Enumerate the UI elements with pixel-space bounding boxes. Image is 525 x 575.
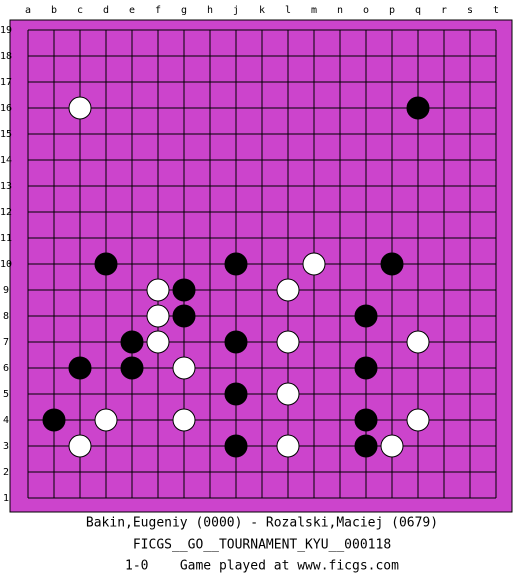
- column-label: r: [441, 5, 447, 16]
- white-stone: [146, 304, 170, 328]
- column-label: j: [233, 5, 239, 16]
- column-label: g: [181, 5, 187, 16]
- column-label: k: [259, 5, 265, 16]
- row-label: 19: [0, 25, 12, 36]
- column-label: q: [415, 5, 421, 16]
- black-stone: [354, 434, 378, 458]
- row-label: 8: [3, 311, 9, 322]
- white-stone: [68, 96, 92, 120]
- white-stone: [302, 252, 326, 276]
- white-stone: [406, 408, 430, 432]
- white-stone: [172, 356, 196, 380]
- board: [9, 19, 513, 513]
- row-label: 14: [0, 155, 12, 166]
- row-label: 5: [3, 389, 9, 400]
- column-label: t: [493, 5, 499, 16]
- row-label: 17: [0, 77, 12, 88]
- black-stone: [172, 278, 196, 302]
- row-label: 18: [0, 51, 12, 62]
- row-label: 15: [0, 129, 12, 140]
- black-stone: [120, 330, 144, 354]
- black-stone: [120, 356, 144, 380]
- black-stone: [68, 356, 92, 380]
- row-label: 11: [0, 233, 12, 244]
- white-stone: [146, 330, 170, 354]
- black-stone: [354, 304, 378, 328]
- row-label: 9: [3, 285, 9, 296]
- white-stone: [276, 382, 300, 406]
- black-stone: [224, 382, 248, 406]
- row-label: 16: [0, 103, 12, 114]
- black-stone: [224, 252, 248, 276]
- result: 1-0 Game played at www.ficgs.com: [125, 559, 399, 574]
- white-stone: [276, 434, 300, 458]
- black-stone: [354, 408, 378, 432]
- column-label: s: [467, 5, 473, 16]
- row-label: 1: [3, 493, 9, 504]
- black-stone: [406, 96, 430, 120]
- column-label: a: [25, 5, 31, 16]
- white-stone: [406, 330, 430, 354]
- black-stone: [380, 252, 404, 276]
- row-label: 4: [3, 415, 9, 426]
- row-label: 6: [3, 363, 9, 374]
- players: Bakin,Eugeniy (0000) - Rozalski,Maciej (…: [86, 516, 438, 531]
- white-stone: [276, 330, 300, 354]
- row-label: 13: [0, 181, 12, 192]
- column-label: l: [285, 5, 291, 16]
- row-label: 3: [3, 441, 9, 452]
- white-stone: [68, 434, 92, 458]
- row-label: 2: [3, 467, 9, 478]
- row-label: 10: [0, 259, 12, 270]
- column-label: d: [103, 5, 109, 16]
- black-stone: [224, 330, 248, 354]
- row-label: 12: [0, 207, 12, 218]
- column-label: b: [51, 5, 57, 16]
- white-stone: [146, 278, 170, 302]
- event: FICGS__GO__TOURNAMENT_KYU__000118: [133, 538, 391, 553]
- column-label: n: [337, 5, 343, 16]
- row-label: 7: [3, 337, 9, 348]
- column-label: o: [363, 5, 369, 16]
- black-stone: [172, 304, 196, 328]
- column-label: e: [129, 5, 135, 16]
- column-label: h: [207, 5, 213, 16]
- column-label: p: [389, 5, 395, 16]
- black-stone: [42, 408, 66, 432]
- black-stone: [354, 356, 378, 380]
- white-stone: [380, 434, 404, 458]
- black-stone: [94, 252, 118, 276]
- white-stone: [94, 408, 118, 432]
- black-stone: [224, 434, 248, 458]
- column-label: c: [77, 5, 83, 16]
- white-stone: [172, 408, 196, 432]
- column-label: m: [311, 5, 317, 16]
- column-label: f: [155, 5, 161, 16]
- white-stone: [276, 278, 300, 302]
